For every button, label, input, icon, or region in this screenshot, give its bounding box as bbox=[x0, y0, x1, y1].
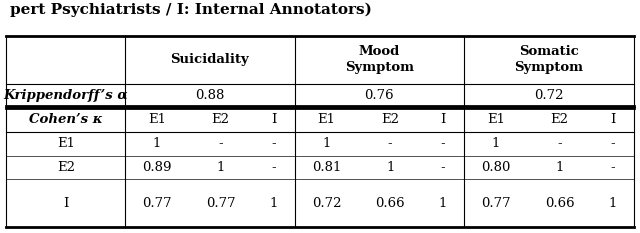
Text: I: I bbox=[610, 113, 615, 126]
Text: 0.81: 0.81 bbox=[312, 161, 341, 174]
Text: E1: E1 bbox=[57, 137, 75, 150]
Text: 1: 1 bbox=[439, 197, 447, 210]
Text: E1: E1 bbox=[148, 113, 166, 126]
Text: Suicidality: Suicidality bbox=[171, 54, 250, 66]
Text: I: I bbox=[63, 197, 68, 210]
Text: E2: E2 bbox=[381, 113, 399, 126]
Text: 1: 1 bbox=[153, 137, 161, 150]
Text: -: - bbox=[610, 137, 615, 150]
Text: 0.80: 0.80 bbox=[481, 161, 511, 174]
Text: 0.66: 0.66 bbox=[545, 197, 575, 210]
Text: -: - bbox=[271, 137, 276, 150]
Text: Somatic
Symptom: Somatic Symptom bbox=[515, 45, 584, 75]
Text: 0.77: 0.77 bbox=[481, 197, 511, 210]
Text: 1: 1 bbox=[609, 197, 617, 210]
Text: Mood
Symptom: Mood Symptom bbox=[345, 45, 414, 75]
Text: 1: 1 bbox=[492, 137, 500, 150]
Text: E2: E2 bbox=[550, 113, 568, 126]
Text: 0.72: 0.72 bbox=[534, 89, 564, 102]
Text: -: - bbox=[610, 161, 615, 174]
Text: -: - bbox=[271, 161, 276, 174]
Text: E2: E2 bbox=[212, 113, 230, 126]
Text: 1: 1 bbox=[556, 161, 564, 174]
Text: -: - bbox=[557, 137, 562, 150]
Text: -: - bbox=[218, 137, 223, 150]
Text: 1: 1 bbox=[323, 137, 331, 150]
Text: 0.72: 0.72 bbox=[312, 197, 341, 210]
Text: 0.89: 0.89 bbox=[142, 161, 172, 174]
Text: -: - bbox=[388, 137, 392, 150]
Text: Krippendorff’s α: Krippendorff’s α bbox=[3, 89, 128, 102]
Text: I: I bbox=[271, 113, 276, 126]
Text: -: - bbox=[441, 161, 445, 174]
Text: 0.77: 0.77 bbox=[142, 197, 172, 210]
Text: 0.77: 0.77 bbox=[206, 197, 236, 210]
Text: 1: 1 bbox=[216, 161, 225, 174]
Text: -: - bbox=[441, 137, 445, 150]
Text: 1: 1 bbox=[386, 161, 394, 174]
Text: 0.88: 0.88 bbox=[195, 89, 225, 102]
Text: Cohen’s κ: Cohen’s κ bbox=[29, 113, 102, 126]
Text: 0.66: 0.66 bbox=[375, 197, 405, 210]
Text: pert Psychiatrists / I: Internal Annotators): pert Psychiatrists / I: Internal Annotat… bbox=[10, 2, 371, 17]
Text: E1: E1 bbox=[317, 113, 335, 126]
Text: 0.76: 0.76 bbox=[365, 89, 394, 102]
Text: E1: E1 bbox=[487, 113, 505, 126]
Text: E2: E2 bbox=[57, 161, 75, 174]
Text: 1: 1 bbox=[269, 197, 278, 210]
Text: I: I bbox=[440, 113, 445, 126]
